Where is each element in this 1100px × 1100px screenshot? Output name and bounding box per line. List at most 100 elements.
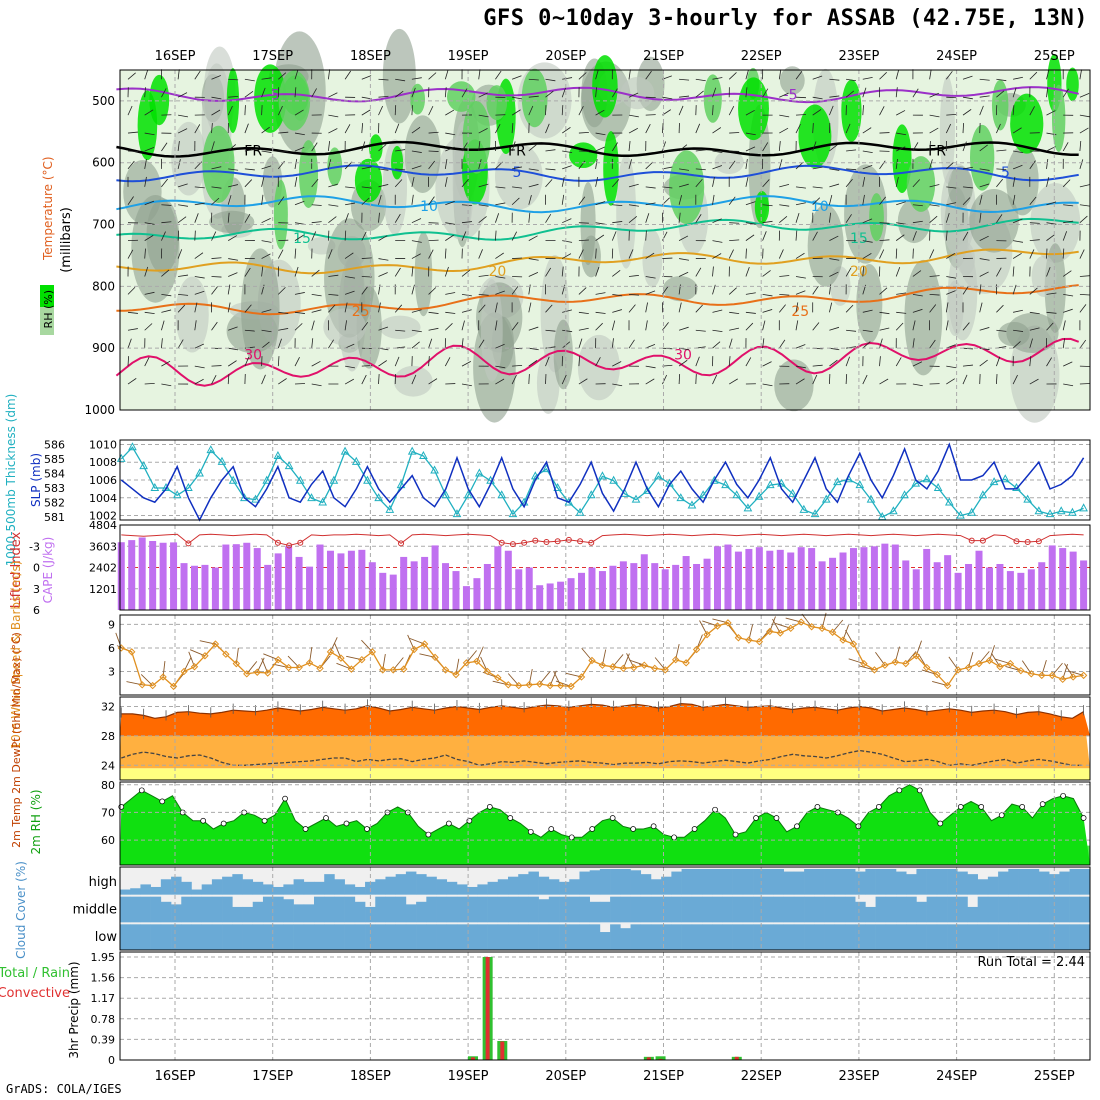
- wind-barb: [144, 69, 149, 80]
- isotherm-label: FR: [244, 143, 262, 159]
- wind-barb: [1029, 239, 1040, 242]
- wind-barb: [144, 222, 155, 225]
- cloud-low-bar: [1038, 924, 1050, 950]
- wind-barb: [378, 360, 387, 367]
- cloud-middle-bar: [1059, 896, 1070, 923]
- li-tick-label: 3: [33, 583, 40, 596]
- wind-barb: [695, 149, 706, 152]
- cloud-low-bar: [508, 924, 519, 950]
- cape-bar: [630, 563, 638, 610]
- wind-barb: [595, 357, 601, 367]
- thickness-point: [184, 482, 193, 491]
- cloud-low-bar: [926, 924, 938, 950]
- wind-barb: [228, 258, 239, 261]
- cape-bar: [138, 537, 146, 610]
- wind-barb: [712, 218, 722, 224]
- wind-barb: [144, 158, 147, 169]
- cloud-high-bar: [446, 881, 458, 895]
- wind-barb: [895, 322, 904, 331]
- rh-shading-blob: [856, 264, 883, 344]
- cloud-high-bar: [814, 869, 825, 895]
- wind-barb: [545, 356, 550, 367]
- wind-barb: [712, 165, 723, 170]
- wind-barb: [177, 92, 188, 98]
- wind-barb: [562, 253, 572, 259]
- wind-barb: [578, 131, 589, 134]
- wind-barb: [1029, 356, 1032, 367]
- wind-barb: [344, 343, 355, 349]
- wind-barb: [495, 276, 506, 279]
- li-point: [297, 539, 304, 546]
- wind-barb: [996, 304, 1004, 313]
- wind-barb: [745, 357, 752, 367]
- wind-barb: [545, 168, 556, 171]
- wind-barb: [394, 267, 401, 277]
- wind-barb: [328, 339, 334, 349]
- wind-barb: [144, 87, 146, 98]
- cloud-high-bar: [977, 879, 989, 895]
- cloud-middle-bar: [967, 906, 978, 923]
- wind-barb: [745, 146, 756, 152]
- rh-shading-moist: [298, 140, 319, 208]
- wind-speed-point: [651, 664, 659, 673]
- wind-barb: [1079, 127, 1089, 134]
- wind-barb-10m: [466, 650, 477, 664]
- wind-barb: [862, 374, 868, 385]
- wind-barb: [745, 234, 755, 241]
- cloud-high-bar: [691, 869, 703, 895]
- wind-barb: [461, 142, 468, 152]
- wind-barb: [161, 294, 172, 297]
- wind-barb: [161, 204, 172, 206]
- wind-barb: [445, 292, 456, 295]
- wind-barb: [561, 194, 565, 205]
- temp-tick-label: 24: [101, 759, 115, 772]
- bottom-date-label: 23SEP: [838, 1069, 879, 1084]
- wind-barb: [278, 311, 289, 314]
- wind-barb: [712, 87, 717, 98]
- li-point: [398, 540, 405, 547]
- rh-shading-blob: [779, 66, 805, 95]
- cloud-middle-bar: [130, 896, 141, 923]
- cloud-low-bar: [334, 924, 345, 950]
- wind-barb: [328, 183, 339, 188]
- rh-shading-moist: [703, 74, 722, 123]
- wind-speed-point: [274, 655, 282, 664]
- wind-barb: [161, 338, 163, 349]
- wind-barb: [595, 109, 605, 116]
- cloud-low-bar: [303, 924, 315, 950]
- wind-barb: [444, 176, 448, 187]
- rh2m-point: [282, 795, 288, 802]
- wind-barb: [929, 204, 940, 207]
- wind-barb: [762, 204, 773, 207]
- cloud-layer-label: high: [89, 875, 117, 890]
- wind-barb: [611, 320, 616, 331]
- wind-barb: [662, 374, 668, 385]
- cape-panel-frame: [119, 524, 1091, 611]
- wind-barb-10m: [287, 655, 300, 668]
- wind-barb: [1062, 270, 1072, 277]
- wind-barb: [945, 230, 948, 241]
- wind-barb: [712, 150, 723, 154]
- wind-barb: [161, 231, 166, 241]
- cloud-high-bar: [181, 881, 192, 895]
- cloud-low-bar: [742, 924, 754, 950]
- wind-barb: [495, 343, 505, 349]
- cloud-high-bar: [763, 869, 774, 895]
- wind-barb: [227, 195, 232, 205]
- wind-barb: [879, 287, 888, 295]
- cloud-high-bar: [885, 869, 897, 895]
- wind-barb: [528, 105, 534, 116]
- wind-barb-10m: [612, 654, 624, 668]
- bottom-date-label: 22SEP: [741, 1069, 782, 1084]
- wind-speed-point: [253, 668, 261, 676]
- wind-barb: [528, 195, 532, 205]
- wind-barb: [662, 186, 673, 189]
- thickness-point: [240, 493, 249, 502]
- wind-barb: [144, 109, 154, 116]
- wind-barb: [1079, 184, 1090, 188]
- cloud-middle-bar: [783, 896, 795, 923]
- wind-barb: [545, 304, 553, 313]
- wind-barb: [812, 364, 823, 367]
- wind-barb: [1012, 127, 1022, 134]
- cloud-low-bar: [548, 924, 560, 950]
